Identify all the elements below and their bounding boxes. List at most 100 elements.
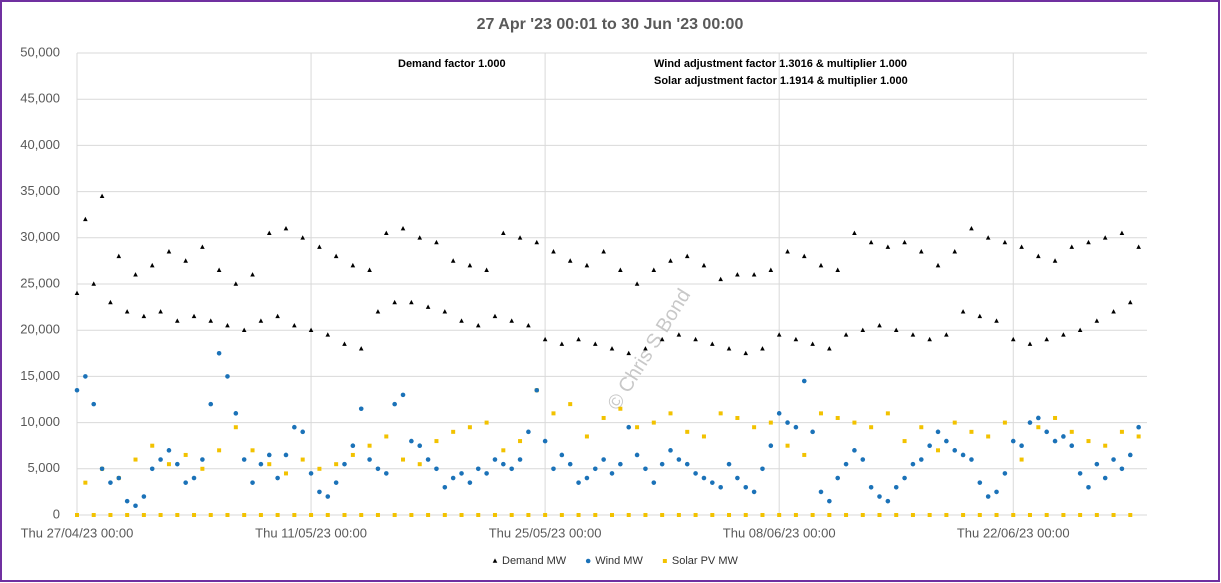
point (609, 346, 615, 351)
point (74, 387, 80, 393)
point (1136, 244, 1141, 249)
point (275, 513, 280, 517)
point (760, 346, 765, 351)
point (1019, 457, 1024, 462)
point (334, 462, 339, 467)
point (266, 230, 272, 235)
point (75, 513, 79, 517)
point (392, 401, 397, 407)
y-tick-label: 40,000 (20, 137, 60, 152)
point (233, 411, 239, 416)
point (877, 513, 882, 517)
point (417, 462, 422, 467)
point (751, 489, 757, 495)
point (250, 448, 255, 453)
point (751, 272, 757, 277)
point (258, 461, 264, 467)
point (1111, 309, 1116, 314)
point (1052, 438, 1058, 444)
point (676, 457, 682, 462)
point (91, 513, 96, 517)
point (668, 411, 673, 416)
point (350, 262, 356, 268)
point (977, 313, 983, 319)
point (1010, 336, 1016, 342)
y-tick-label: 0 (53, 506, 60, 521)
point (108, 299, 113, 305)
point (827, 513, 832, 517)
point (651, 267, 657, 272)
point (1044, 336, 1049, 342)
legend-marker (662, 559, 667, 563)
point (325, 332, 331, 337)
point (91, 401, 97, 407)
point (735, 415, 740, 420)
point (384, 434, 389, 439)
point (818, 262, 824, 268)
point (183, 258, 188, 263)
point (1102, 235, 1108, 240)
point (517, 457, 523, 462)
point (852, 420, 857, 425)
point (1053, 415, 1058, 420)
point (1136, 424, 1141, 430)
point (910, 332, 916, 337)
point (258, 318, 264, 323)
annotation: Wind adjustment factor 1.3016 & multipli… (654, 58, 907, 70)
point (868, 484, 874, 490)
point (233, 281, 239, 286)
point (409, 299, 414, 305)
point (175, 513, 180, 517)
point (936, 448, 941, 453)
point (726, 461, 732, 467)
point (333, 480, 339, 485)
point (166, 249, 172, 254)
point (434, 466, 439, 472)
point (1036, 425, 1041, 430)
point (492, 313, 498, 319)
point (1061, 434, 1066, 439)
point (292, 424, 297, 430)
y-tick-label: 35,000 (20, 183, 60, 198)
point (601, 249, 606, 254)
point (810, 429, 815, 435)
point (960, 309, 966, 314)
point (309, 513, 314, 517)
point (150, 443, 155, 448)
point (342, 461, 347, 467)
point (442, 513, 447, 517)
point (501, 461, 506, 467)
point (944, 513, 949, 517)
point (551, 249, 556, 254)
point (735, 272, 740, 277)
point (517, 235, 523, 240)
point (994, 513, 999, 517)
point (793, 513, 798, 517)
point (409, 513, 414, 517)
point (1103, 443, 1108, 448)
point (885, 498, 891, 504)
point (860, 327, 866, 332)
point (684, 461, 690, 467)
point (459, 318, 464, 323)
point (701, 262, 707, 268)
point (860, 513, 865, 517)
point (952, 448, 958, 453)
point (977, 513, 982, 517)
point (1052, 258, 1058, 263)
annotation: Solar adjustment factor 1.1914 & multipl… (654, 75, 908, 87)
point (350, 452, 355, 457)
point (910, 461, 916, 467)
point (877, 494, 882, 499)
point (718, 484, 723, 490)
point (216, 267, 222, 272)
y-tick-label: 5,000 (27, 460, 60, 475)
legend-label: Demand MW (502, 555, 567, 567)
point (91, 281, 97, 286)
point (869, 425, 874, 430)
point (576, 336, 581, 342)
point (183, 452, 188, 457)
point (727, 513, 732, 517)
point (99, 193, 105, 199)
point (400, 225, 406, 231)
